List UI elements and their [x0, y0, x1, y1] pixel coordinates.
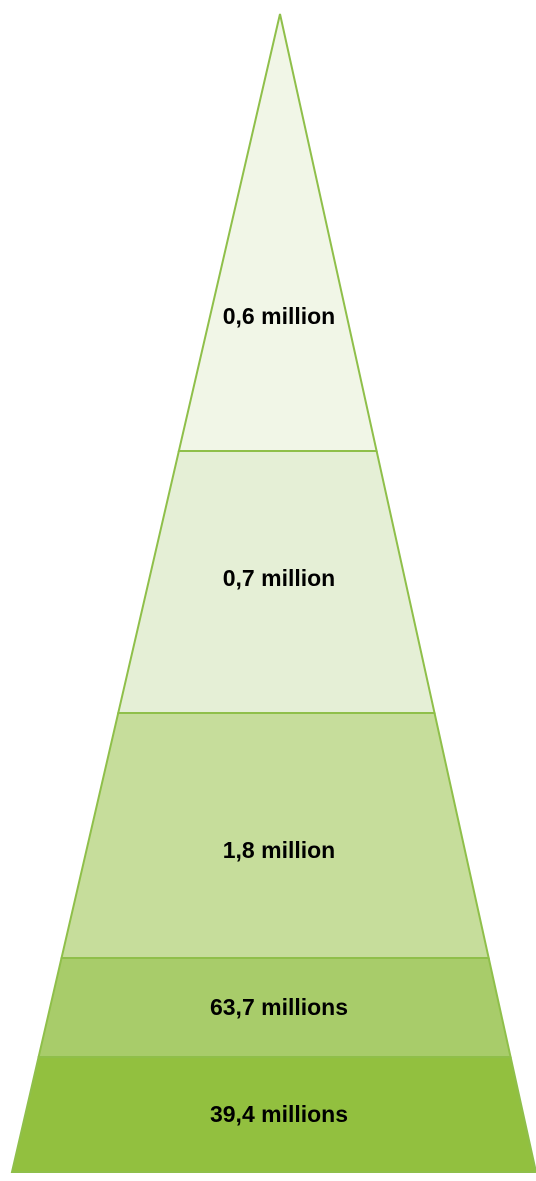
pyramid-tier-3: [60, 712, 490, 959]
pyramid-tiers: [10, 13, 536, 1173]
pyramid-tier-5: [10, 1056, 536, 1173]
pyramid-labels: 0,6 million 0,7 million 1,8 million 63,7 mi…: [210, 303, 348, 1127]
pyramid-tier-5-label: 39,4 millions: [210, 1101, 348, 1127]
pyramid-tier-1: [177, 13, 378, 452]
pyramid-tier-2-label: 0,7 million: [223, 565, 335, 591]
pyramid-tier-3-label: 1,8 million: [223, 837, 335, 863]
pyramid-tier-1-label: 0,6 million: [223, 303, 335, 329]
pyramid-tier-4-label: 63,7 millions: [210, 994, 348, 1020]
